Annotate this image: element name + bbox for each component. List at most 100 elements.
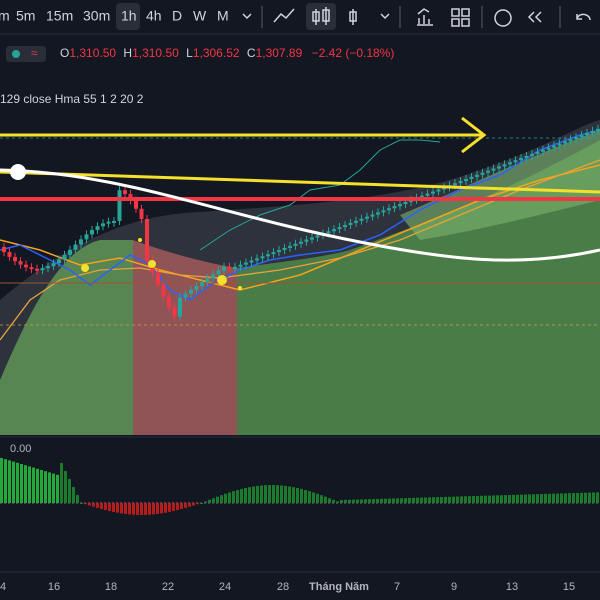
histogram-bar: [524, 494, 527, 503]
low-label: L: [186, 46, 193, 60]
indicators-icon[interactable]: [417, 8, 433, 26]
histogram-bar: [60, 463, 63, 503]
histogram-bar: [476, 495, 479, 503]
alert-icon[interactable]: [494, 9, 512, 27]
histogram-bar: [8, 460, 11, 503]
histogram-bar: [372, 499, 375, 503]
timeframe-button[interactable]: W: [193, 8, 207, 24]
timeframe-button[interactable]: 1h: [121, 8, 137, 24]
histogram-bar: [204, 501, 207, 503]
histogram-bar: [424, 497, 427, 503]
histogram-bar: [164, 503, 167, 513]
candle-body: [79, 239, 83, 245]
histogram-bar: [516, 494, 519, 503]
histogram-bar: [308, 491, 311, 503]
candle-body: [211, 274, 215, 279]
histogram-bar: [588, 492, 591, 503]
histogram-bar: [468, 496, 471, 503]
histogram-bar: [568, 493, 571, 503]
candle-body: [464, 178, 468, 182]
green-cloud: [0, 240, 133, 435]
candle-body: [436, 189, 441, 192]
undo-icon[interactable]: [576, 13, 591, 21]
candle-body: [574, 137, 578, 140]
candle-body: [310, 237, 314, 240]
chevron[interactable]: [380, 13, 390, 20]
candle-body: [134, 200, 138, 209]
timeframe-button[interactable]: D: [172, 8, 182, 24]
candle-body: [530, 153, 534, 156]
histogram-bar: [484, 495, 487, 503]
candle-body: [271, 252, 276, 255]
candle-icon[interactable]: [312, 7, 330, 25]
histogram-bar: [548, 493, 551, 503]
bar-icon[interactable]: [349, 9, 357, 25]
candle-body: [552, 145, 556, 148]
candle-body: [189, 289, 193, 294]
timeframe-button[interactable]: 15m: [46, 8, 73, 24]
x-tick-label: 7: [394, 581, 400, 593]
candle-body: [568, 139, 573, 142]
histogram-bar: [240, 488, 243, 503]
candle-body: [112, 221, 116, 224]
histogram-bar: [304, 489, 307, 503]
candle-body: [266, 254, 270, 257]
histogram-bar: [584, 492, 587, 503]
histogram-bar: [88, 503, 91, 506]
line-chart-icon[interactable]: [273, 8, 295, 23]
histogram-bar: [520, 494, 523, 503]
candle-body: [255, 258, 259, 261]
histogram-bar: [280, 485, 283, 503]
histogram-bar: [464, 496, 467, 503]
histogram-bar: [556, 493, 559, 503]
histogram-bar: [96, 503, 99, 508]
candle-body: [299, 241, 303, 244]
histogram-bar: [532, 494, 535, 503]
arrow-head: [461, 116, 487, 154]
timeframe-button[interactable]: m: [0, 8, 10, 24]
histogram-bar: [536, 494, 539, 503]
histogram-bar: [132, 503, 135, 515]
histogram-bar: [40, 470, 43, 503]
active-icon-bg: [306, 3, 336, 30]
histogram-bar: [232, 491, 235, 503]
candle-body: [200, 282, 204, 286]
candle-body: [557, 143, 562, 146]
histogram-bar: [44, 471, 47, 503]
histogram-bar: [148, 503, 151, 515]
chevron[interactable]: [242, 13, 252, 20]
histogram-bar: [360, 499, 363, 503]
candle-body: [178, 297, 182, 317]
candle-body: [453, 183, 457, 186]
candle-body: [596, 128, 600, 131]
histogram-bar: [12, 461, 15, 503]
histogram-bar: [28, 466, 31, 503]
histogram-bar: [528, 494, 531, 503]
x-tick-label: 16: [48, 581, 60, 593]
open-value: 1,310.50: [69, 46, 116, 60]
histogram-bar: [72, 487, 75, 503]
status-dot: [12, 50, 20, 58]
histogram-bar: [392, 498, 395, 503]
timeframe-button[interactable]: 30m: [83, 8, 110, 24]
histogram-bar: [272, 485, 275, 503]
histogram-bar: [200, 503, 203, 504]
timeframe-button[interactable]: M: [217, 8, 229, 24]
histogram-bar: [472, 496, 475, 503]
x-tick-label: 9: [451, 581, 457, 593]
candle-body: [508, 162, 512, 165]
histogram-bar: [384, 498, 387, 503]
layout-icon[interactable]: [451, 8, 470, 27]
histogram-bar: [344, 499, 347, 503]
candle-body: [442, 187, 446, 190]
histogram-bar: [560, 493, 563, 503]
candle-body: [563, 141, 567, 144]
histogram-bar: [52, 473, 55, 503]
candle-body: [40, 268, 45, 271]
timeframe-button[interactable]: 5m: [16, 8, 35, 24]
timeframe-button[interactable]: 4h: [146, 8, 162, 24]
histogram-bar: [300, 488, 303, 503]
x-tick-label: 28: [277, 581, 289, 593]
replay-icon[interactable]: [527, 11, 542, 23]
histogram-bar: [404, 498, 407, 503]
